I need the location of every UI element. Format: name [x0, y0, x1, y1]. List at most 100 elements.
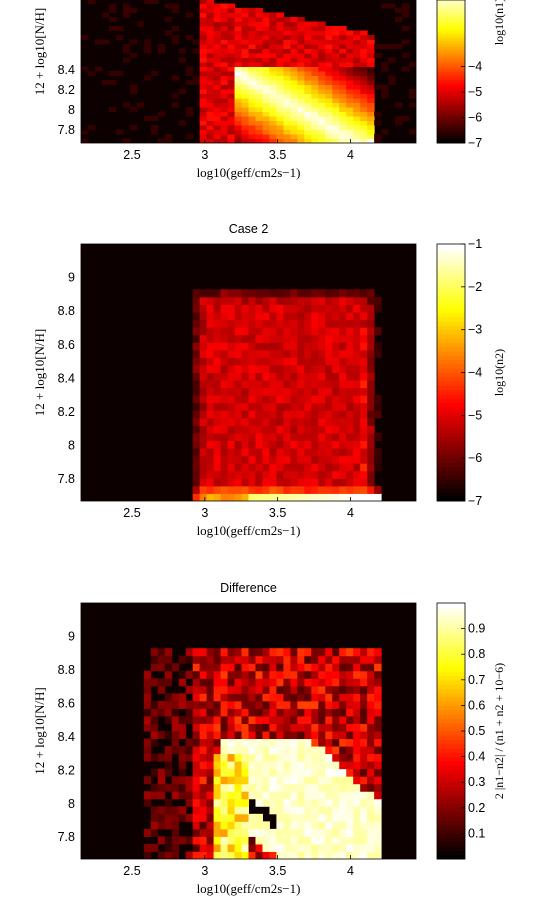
heatmap-cell — [360, 80, 368, 85]
heatmap-cell — [248, 349, 256, 358]
heatmap-cell — [213, 813, 222, 822]
heatmap-cell — [241, 670, 249, 679]
heatmap-cell — [276, 417, 284, 426]
heatmap-cell — [374, 700, 382, 709]
heatmap-cell — [283, 39, 291, 45]
heatmap-cell — [353, 80, 361, 85]
colorbar-swatch — [437, 261, 465, 266]
heatmap-cell — [367, 813, 375, 822]
heatmap-cell — [304, 387, 312, 396]
heatmap-cell — [374, 783, 382, 792]
colorbar-swatch — [437, 20, 465, 24]
heatmap-cell — [241, 768, 249, 777]
heatmap-cell — [360, 93, 368, 99]
heatmap-cell — [290, 440, 298, 449]
heatmap-cell — [332, 57, 340, 63]
heatmap-cell — [248, 455, 256, 464]
heatmap-cell — [283, 731, 291, 740]
heatmap-cell — [234, 470, 243, 479]
heatmap-cell — [136, 21, 145, 27]
colorbar-swatch — [437, 58, 465, 62]
colorbar-swatch — [437, 132, 465, 136]
heatmap-cell — [283, 493, 291, 501]
heatmap-cell — [262, 30, 270, 36]
heatmap-cell — [276, 21, 284, 27]
heatmap-cell — [360, 685, 368, 694]
heatmap-cell — [241, 17, 249, 22]
heatmap-cell — [332, 478, 340, 487]
heatmap-cell — [157, 655, 166, 664]
heatmap-cell — [318, 372, 326, 381]
heatmap-cell — [178, 700, 187, 709]
heatmap-cell — [332, 655, 340, 664]
heatmap-cell — [213, 296, 222, 305]
heatmap-cell — [290, 761, 298, 770]
heatmap-cell — [227, 753, 236, 762]
heatmap-cell — [367, 678, 375, 687]
heatmap-cell — [199, 836, 208, 845]
heatmap-cell — [192, 402, 201, 411]
heatmap-cell — [150, 738, 159, 747]
heatmap-cell — [248, 120, 256, 126]
heatmap-cell — [353, 289, 361, 298]
heatmap-cell — [276, 327, 284, 336]
heatmap-cell — [346, 327, 354, 336]
heatmap-cell — [164, 843, 173, 852]
heatmap-cell — [409, 129, 416, 135]
heatmap-cell — [206, 71, 215, 76]
heatmap-cell — [269, 455, 277, 464]
heatmap-cell — [318, 670, 326, 679]
heatmap-cell — [353, 693, 361, 702]
heatmap-cell — [206, 395, 215, 404]
heatmap-cell — [164, 693, 173, 702]
heatmap-cell — [213, 723, 222, 732]
heatmap-cell — [178, 670, 187, 679]
heatmap-cell — [276, 402, 284, 411]
heatmap-cell — [318, 289, 326, 298]
heatmap-cell — [262, 670, 270, 679]
heatmap-cell — [220, 806, 229, 815]
heatmap-cell — [262, 21, 270, 27]
colorbar-swatch — [437, 295, 465, 301]
heatmap-cell — [150, 715, 159, 724]
heatmap-cell — [276, 783, 284, 792]
heatmap-cell — [192, 685, 201, 694]
heatmap-cell — [276, 723, 284, 732]
heatmap-cell — [150, 71, 159, 76]
heatmap-cell — [206, 470, 215, 479]
heatmap-cell — [269, 768, 277, 777]
heatmap-cell — [269, 723, 277, 732]
heatmap-cell — [234, 111, 243, 117]
heatmap-cell — [360, 432, 368, 442]
heatmap-cell — [248, 715, 256, 724]
heatmap-cell — [360, 440, 368, 449]
heatmap-cell — [262, 93, 270, 99]
heatmap-cell — [360, 44, 368, 49]
heatmap-cell — [290, 470, 298, 479]
heatmap-cell — [262, 731, 270, 740]
heatmap-cell — [360, 372, 368, 381]
heatmap-cell — [157, 44, 166, 49]
heatmap-cell — [290, 134, 298, 139]
heatmap-cell — [290, 417, 298, 426]
heatmap-cell — [262, 380, 270, 389]
heatmap-cell — [213, 485, 222, 494]
heatmap-cell — [220, 39, 229, 45]
heatmap-cell — [290, 364, 298, 373]
heatmap-cell — [220, 485, 229, 494]
heatmap-cell — [157, 48, 166, 54]
heatmap-cell — [220, 478, 229, 487]
x-tick-label: 2.5 — [123, 148, 140, 162]
heatmap-cell — [157, 648, 166, 657]
heatmap-cell — [318, 648, 326, 657]
heatmap-cell — [290, 53, 298, 58]
heatmap-cell — [255, 44, 263, 49]
heatmap-cell — [108, 80, 117, 85]
heatmap-cell — [325, 80, 333, 85]
heatmap-cell — [374, 843, 382, 852]
heatmap-cell — [353, 107, 361, 112]
colorbar-swatch — [437, 286, 465, 292]
heatmap-cell — [283, 478, 291, 487]
heatmap-cell — [346, 57, 354, 63]
heatmap-cell — [325, 372, 333, 381]
